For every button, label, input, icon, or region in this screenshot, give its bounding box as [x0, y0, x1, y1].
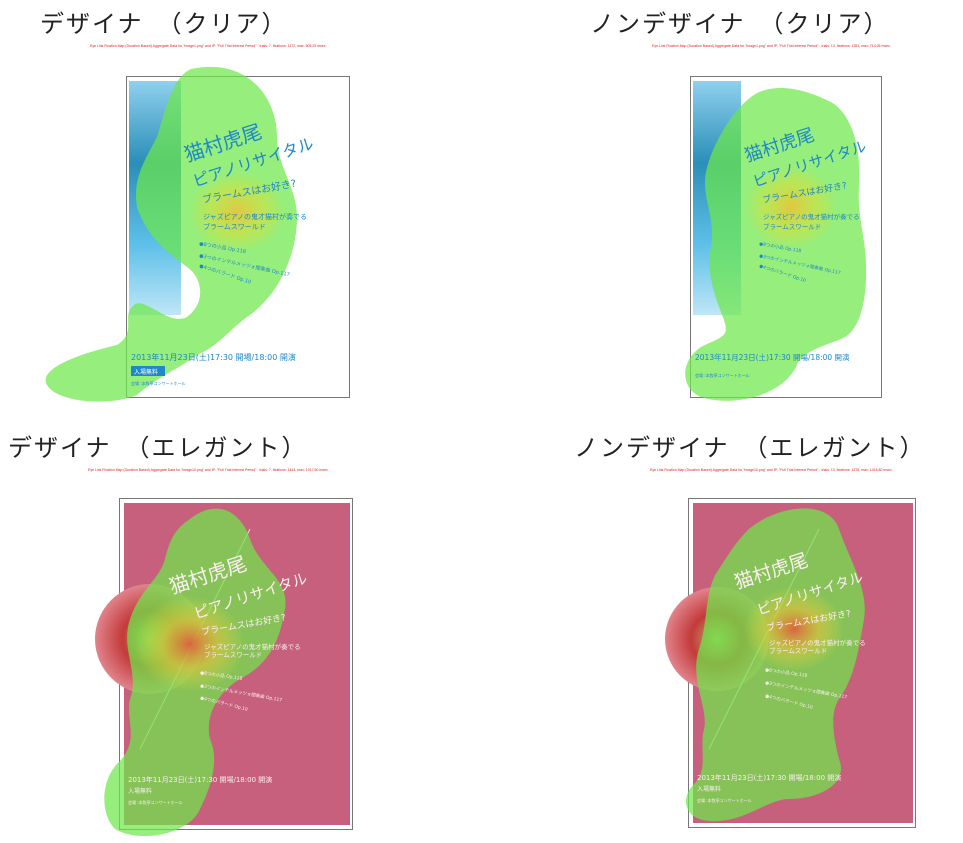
- poster-venue: 会場 :本牧亭コンサートホール: [695, 372, 750, 378]
- poster-date: 2013年11月23日(土)17:30 開場/18:00 開演: [128, 775, 272, 784]
- poster-date: 2013年11月23日(土)17:30 開場/18:00 開演: [131, 352, 296, 362]
- panel-nondesigner-elegant: ノンデザイナ （エレガント） Eye Link Fixation Map (Du…: [482, 422, 962, 843]
- admission-badge: [131, 366, 165, 376]
- heatmap-hotspot: [745, 165, 837, 249]
- poster-subtitle-2: ブラームスワールド: [763, 222, 821, 231]
- panel-caption: Eye Link Fixation Map (Duration Based) A…: [88, 467, 329, 473]
- poster-venue: 会場 :本牧亭コンサートホール: [128, 799, 183, 805]
- poster-date: 2013年11月23日(土)17:30 開場/18:00 開演: [695, 352, 850, 362]
- poster-subtitle-2: ブラームスワールド: [204, 650, 262, 659]
- poster-venue: 会場 :本牧亭コンサートホール: [131, 380, 186, 386]
- poster-subtitle-1: ジャズピアノの鬼才猫村が奏でる: [763, 212, 860, 221]
- panel-title: デザイナ （エレガント）: [8, 434, 308, 462]
- panel-designer-elegant: デザイナ （エレガント） Eye Link Fixation Map (Dura…: [0, 422, 480, 843]
- panel-title: ノンデザイナ （クリア）: [590, 10, 890, 38]
- poster-admission: 入場無料: [128, 787, 152, 795]
- panel-designer-clear: デザイナ （クリア） Eye Link Fixation Map (Durati…: [0, 0, 480, 420]
- panel-caption: Eye Link Fixation Map (Duration Based) A…: [650, 467, 893, 473]
- panel-caption: Eye Link Fixation Map (Duration Based) A…: [652, 43, 891, 49]
- poster-date: 2013年11月23日(土)17:30 開場/18:00 開演: [697, 773, 841, 782]
- poster-subtitle-1: ジャズピアノの鬼才猫村が奏でる: [769, 638, 866, 647]
- poster-subtitle-1: ジャズピアノの鬼才猫村が奏でる: [203, 212, 307, 221]
- poster-clear: 猫村虎尾 ピアノリサイタル ブラームスはお好き? ジャズピアノの鬼才猫村が奏でる…: [45, 66, 316, 402]
- poster-frame: 猫村虎尾 ピアノリサイタル ブラームスはお好き? ジャズピアノの鬼才猫村が奏でる…: [45, 66, 350, 402]
- poster-subtitle-2: ブラームスワールド: [769, 646, 827, 655]
- panel-caption: Eye Link Fixation Map (Duration Based) A…: [90, 43, 327, 49]
- heatmap-region: [45, 66, 298, 402]
- poster-subtitle-1: ジャズピアノの鬼才猫村が奏でる: [204, 642, 301, 651]
- poster-frame: 猫村虎尾 ピアノリサイタル ブラームスはお好き? ジャズピアノの鬼才猫村が奏でる…: [685, 76, 882, 401]
- heatmap-hotspot: [744, 587, 844, 671]
- poster-admission: 入場無料: [697, 785, 721, 793]
- panel-title: ノンデザイナ （エレガント）: [574, 434, 926, 462]
- panel-nondesigner-clear: ノンデザイナ （クリア） Eye Link Fixation Map (Dura…: [482, 0, 962, 420]
- poster-admission: 入場無料: [134, 368, 158, 376]
- poster-frame: 猫村虎尾 ピアノリサイタル ブラームスはお好き? ジャズピアノの鬼才猫村が奏でる…: [95, 498, 353, 837]
- heatmap-hotspot: [135, 596, 245, 692]
- poster-clear: 猫村虎尾 ピアノリサイタル ブラームスはお好き? ジャズピアノの鬼才猫村が奏でる…: [685, 81, 869, 401]
- heatmap-hotspot: [189, 172, 285, 252]
- panel-title: デザイナ （クリア）: [40, 10, 288, 38]
- poster-subtitle-2: ブラームスワールド: [203, 222, 266, 231]
- poster-venue: 会場 :本牧亭コンサートホール: [697, 797, 752, 803]
- poster-elegant: 猫村虎尾 ピアノリサイタル ブラームスはお好き? ジャズピアノの鬼才猫村が奏でる…: [95, 503, 350, 837]
- poster-frame: 猫村虎尾 ピアノリサイタル ブラームスはお好き? ジャズピアノの鬼才猫村が奏でる…: [665, 498, 916, 828]
- poster-elegant: 猫村虎尾 ピアノリサイタル ブラームスはお好き? ジャズピアノの鬼才猫村が奏でる…: [665, 503, 913, 823]
